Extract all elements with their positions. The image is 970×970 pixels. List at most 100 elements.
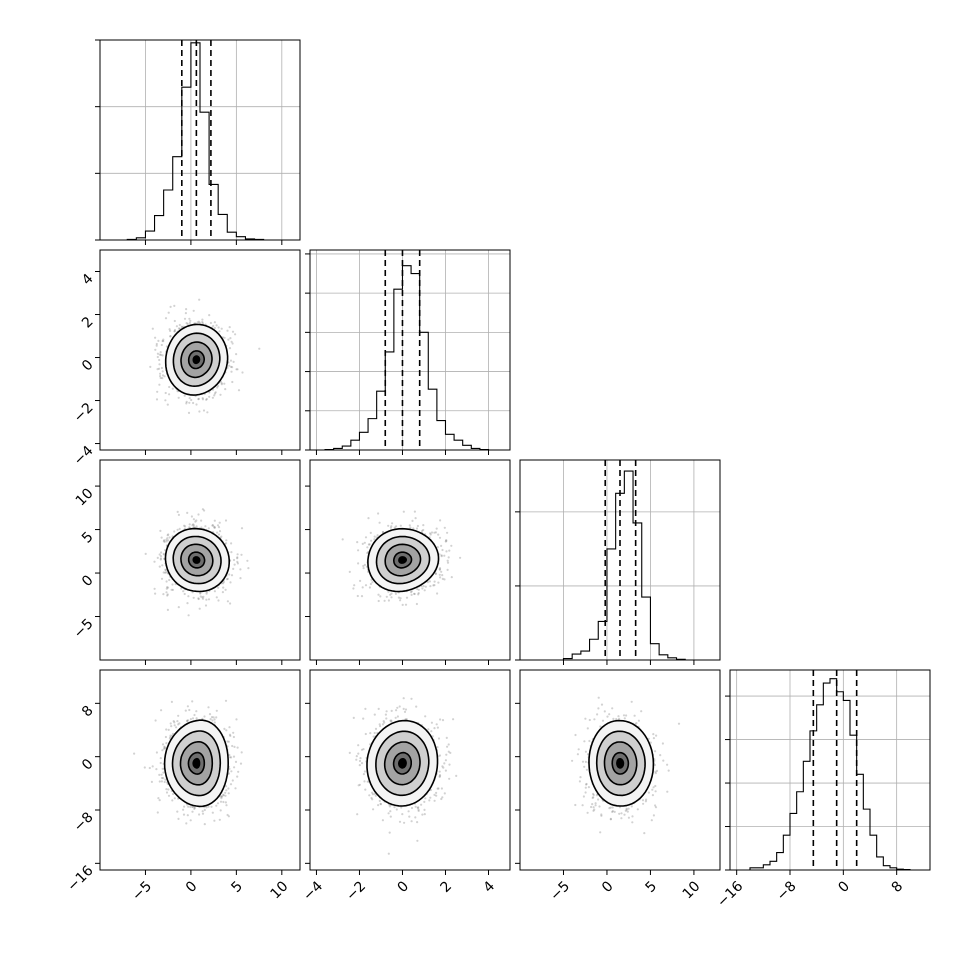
scatter-point bbox=[213, 321, 216, 324]
scatter-point bbox=[172, 792, 175, 796]
scatter-point bbox=[370, 539, 373, 542]
scatter-point bbox=[230, 770, 233, 773]
scatter-point bbox=[412, 527, 415, 530]
scatter-point bbox=[212, 525, 216, 528]
scatter-point bbox=[198, 607, 201, 610]
scatter-point bbox=[158, 353, 161, 356]
scatter-point bbox=[231, 744, 234, 748]
scatter-point bbox=[366, 551, 369, 555]
scatter-point bbox=[185, 402, 188, 405]
scatter-point bbox=[205, 598, 208, 601]
scatter-point bbox=[201, 508, 204, 511]
scatter-point bbox=[446, 531, 449, 534]
scatter-p3-p1-plot-area bbox=[144, 508, 250, 617]
scatter-point bbox=[229, 734, 232, 738]
scatter-point bbox=[446, 568, 449, 572]
scatter-p4-p1-plot-area bbox=[133, 699, 243, 826]
scatter-point bbox=[222, 794, 225, 797]
scatter-point bbox=[240, 751, 243, 754]
scatter-point bbox=[171, 799, 174, 802]
scatter-point bbox=[223, 336, 226, 339]
scatter-point bbox=[165, 345, 168, 348]
scatter-point bbox=[156, 352, 159, 355]
scatter-point bbox=[241, 371, 244, 374]
scatter-point bbox=[166, 586, 170, 589]
scatter-point bbox=[163, 746, 166, 749]
scatter-point bbox=[236, 368, 239, 371]
scatter-point bbox=[390, 592, 393, 595]
scatter-point bbox=[218, 521, 221, 524]
scatter-point bbox=[164, 391, 167, 395]
scatter-point bbox=[173, 724, 176, 727]
contour-line bbox=[187, 350, 205, 370]
scatter-point bbox=[177, 714, 180, 717]
scatter-point bbox=[236, 556, 239, 559]
scatter-point bbox=[399, 524, 402, 527]
scatter-point bbox=[207, 805, 210, 808]
scatter-point bbox=[224, 699, 228, 702]
scatter-point bbox=[223, 382, 226, 385]
scatter-point bbox=[188, 708, 191, 712]
scatter-point bbox=[239, 568, 242, 571]
scatter-point bbox=[177, 513, 180, 517]
scatter-point bbox=[230, 574, 234, 577]
scatter-point bbox=[423, 589, 426, 592]
scatter-point bbox=[239, 577, 242, 580]
scatter-point bbox=[165, 591, 168, 594]
scatter-point bbox=[217, 526, 221, 529]
scatter-point bbox=[175, 726, 178, 729]
scatter-point bbox=[164, 747, 167, 750]
scatter-point bbox=[438, 568, 441, 571]
scatter-point bbox=[436, 592, 439, 595]
scatter-point bbox=[158, 553, 161, 556]
scatter-point bbox=[151, 765, 154, 768]
scatter-point bbox=[162, 540, 165, 543]
scatter-point bbox=[437, 533, 440, 536]
scatter-point bbox=[439, 519, 442, 522]
scatter-point bbox=[234, 787, 237, 790]
scatter-point bbox=[229, 756, 232, 759]
scatter-point bbox=[413, 592, 416, 595]
scatter-point bbox=[166, 537, 169, 540]
scatter-point bbox=[164, 778, 167, 781]
scatter-point bbox=[231, 366, 234, 369]
y-tick-label: 0 bbox=[79, 572, 97, 590]
scatter-point bbox=[168, 536, 171, 539]
scatter-point bbox=[231, 342, 234, 345]
scatter-point bbox=[371, 581, 374, 584]
scatter-point bbox=[429, 585, 432, 588]
scatter-point bbox=[163, 540, 166, 544]
scatter-point bbox=[197, 597, 200, 600]
scatter-p3-p2-plot-area bbox=[341, 510, 462, 607]
scatter-point bbox=[220, 382, 223, 385]
scatter-point bbox=[208, 391, 211, 394]
scatter-point bbox=[441, 577, 444, 581]
scatter-point bbox=[230, 756, 233, 759]
scatter-point bbox=[161, 339, 164, 343]
scatter-point bbox=[211, 811, 214, 814]
scatter-point bbox=[165, 571, 168, 574]
scatter-point bbox=[218, 330, 221, 333]
scatter-point bbox=[213, 590, 216, 593]
scatter-point bbox=[201, 597, 205, 600]
scatter-point bbox=[390, 525, 393, 528]
scatter-point bbox=[413, 592, 416, 596]
histogram-step bbox=[126, 42, 282, 240]
scatter-point bbox=[446, 559, 449, 562]
scatter-point bbox=[159, 558, 162, 561]
scatter-point bbox=[166, 534, 169, 537]
scatter-point bbox=[393, 526, 396, 529]
scatter-point bbox=[200, 519, 203, 522]
x-tick-label: −16 bbox=[714, 878, 746, 910]
scatter-point bbox=[236, 560, 239, 564]
scatter-point bbox=[159, 351, 162, 354]
scatter-point bbox=[226, 740, 229, 743]
scatter-point bbox=[192, 401, 195, 405]
scatter-point bbox=[217, 599, 220, 602]
scatter-point bbox=[202, 409, 206, 412]
scatter-point bbox=[210, 805, 213, 808]
hist-p3-panel bbox=[515, 459, 721, 665]
scatter-point bbox=[208, 395, 211, 398]
scatter-point bbox=[159, 372, 162, 375]
scatter-point bbox=[194, 520, 197, 523]
